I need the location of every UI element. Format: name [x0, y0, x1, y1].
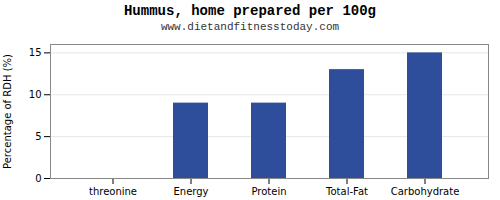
- svg-text:Energy: Energy: [173, 186, 208, 197]
- svg-text:Percentage of RDH (%): Percentage of RDH (%): [2, 54, 13, 169]
- svg-text:10: 10: [29, 89, 42, 100]
- html-text:www.dietandfitnesstoday.com: www.dietandfitnesstoday.com: [160, 21, 340, 33]
- svg-text:5: 5: [35, 131, 41, 142]
- svg-text:Protein: Protein: [251, 186, 286, 197]
- svg-text:Total-Fat: Total-Fat: [325, 186, 368, 197]
- svg-text:0: 0: [35, 173, 41, 184]
- html-text:Hummus, home prepared per 100g: Hummus, home prepared per 100g: [124, 3, 376, 19]
- svg-text:Carbohydrate: Carbohydrate: [391, 186, 460, 197]
- svg-text:15: 15: [29, 47, 42, 58]
- svg-text:threonine: threonine: [89, 186, 137, 197]
